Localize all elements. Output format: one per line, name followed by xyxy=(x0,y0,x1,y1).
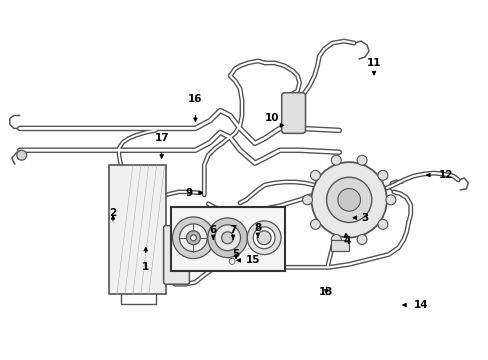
Text: 8: 8 xyxy=(254,222,261,233)
Text: 12: 12 xyxy=(438,170,452,180)
Text: 7: 7 xyxy=(229,225,236,235)
Circle shape xyxy=(214,225,240,251)
Text: 15: 15 xyxy=(245,255,260,265)
Circle shape xyxy=(331,234,341,244)
Text: 5: 5 xyxy=(232,249,239,260)
Circle shape xyxy=(302,195,312,205)
FancyBboxPatch shape xyxy=(163,226,189,284)
Circle shape xyxy=(225,255,238,267)
Circle shape xyxy=(356,155,366,165)
FancyBboxPatch shape xyxy=(281,93,305,133)
Circle shape xyxy=(172,217,214,258)
Text: 2: 2 xyxy=(109,208,117,218)
Text: 17: 17 xyxy=(154,133,169,143)
Circle shape xyxy=(207,218,247,258)
Circle shape xyxy=(257,231,270,245)
Circle shape xyxy=(229,258,235,264)
Text: 16: 16 xyxy=(188,94,202,104)
Text: 13: 13 xyxy=(319,287,333,297)
Circle shape xyxy=(326,177,371,222)
Circle shape xyxy=(310,170,320,180)
Circle shape xyxy=(253,227,274,249)
Text: 9: 9 xyxy=(185,188,192,198)
Circle shape xyxy=(331,155,341,165)
Circle shape xyxy=(17,150,27,160)
Text: 1: 1 xyxy=(142,262,149,272)
Circle shape xyxy=(221,232,233,244)
Circle shape xyxy=(356,234,366,244)
Circle shape xyxy=(179,224,207,252)
Circle shape xyxy=(377,219,387,229)
Text: 10: 10 xyxy=(264,113,279,123)
Circle shape xyxy=(385,195,395,205)
Bar xyxy=(109,165,165,294)
Circle shape xyxy=(186,231,200,245)
Text: 11: 11 xyxy=(366,58,381,68)
Bar xyxy=(170,207,284,271)
Text: 6: 6 xyxy=(209,225,216,235)
Circle shape xyxy=(311,162,386,238)
Text: 4: 4 xyxy=(343,235,350,246)
Circle shape xyxy=(337,189,360,211)
Text: 3: 3 xyxy=(361,213,368,223)
Circle shape xyxy=(247,221,281,255)
Circle shape xyxy=(190,235,196,241)
Circle shape xyxy=(377,170,387,180)
Bar xyxy=(331,239,348,251)
Text: 14: 14 xyxy=(413,300,427,310)
Circle shape xyxy=(310,219,320,229)
